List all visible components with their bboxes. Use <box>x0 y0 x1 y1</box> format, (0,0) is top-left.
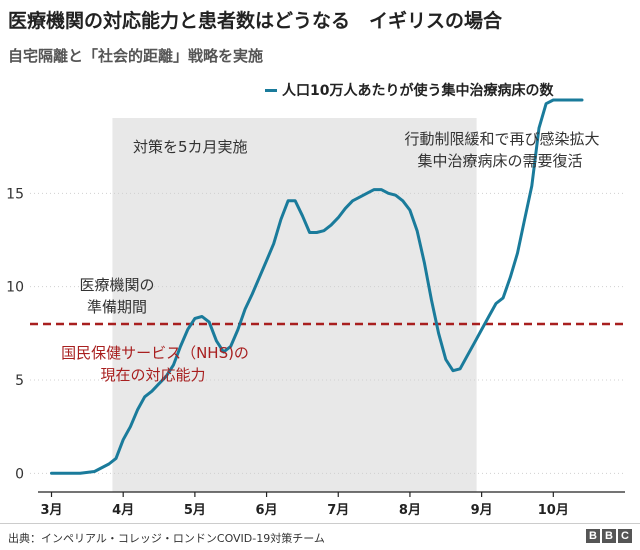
legend: 人口10万人あたりが使う集中治療病床の数 <box>265 80 553 100</box>
annotation-prep-line2: 準備期間 <box>87 298 147 316</box>
series-line <box>50 98 584 475</box>
annotation-resurgence-line1: 行動制限緩和で再び感染拡大 <box>404 130 599 148</box>
logo-letter: B <box>586 529 600 543</box>
axis-layer: 3月 4月 5月 6月 7月 8月 9月 10月 <box>38 491 625 518</box>
logo-letter: B <box>602 529 616 543</box>
capacity-label-line2: 現在の対応能力 <box>100 366 205 384</box>
annotation-prep-line1: 医療機関の <box>79 276 154 294</box>
bbc-logo: B B C <box>586 529 632 543</box>
legend-label: 人口10万人あたりが使う集中治療病床の数 <box>282 83 554 99</box>
x-tick-label: 7月 <box>327 503 349 518</box>
x-tick-label: 3月 <box>40 503 62 518</box>
shaded-region-label: 対策を5カ月実施 <box>133 138 248 156</box>
logo-letter: C <box>618 529 632 543</box>
x-tick-label: 4月 <box>112 503 134 518</box>
chart-subtitle: 自宅隔離と「社会的距離」戦略を実施 <box>8 47 264 65</box>
y-tick-label: 15 <box>6 186 24 202</box>
grid-layer: 0 5 10 15 <box>6 186 625 482</box>
source-note: 出典：インペリアル・コレッジ・ロンドンCOVID-19対策チーム <box>8 532 325 545</box>
chart-title: 医療機関の対応能力と患者数はどうなる イギリスの場合 <box>8 10 503 32</box>
capacity-label-line1: 国民保健サービス（NHS)の <box>61 344 249 362</box>
y-tick-label: 0 <box>15 466 24 482</box>
footer-divider <box>0 523 640 524</box>
x-tick-label: 6月 <box>256 503 278 518</box>
x-tick-label: 9月 <box>471 503 493 518</box>
shade-layer <box>112 118 477 492</box>
series-layer <box>50 98 584 475</box>
y-tick-label: 5 <box>15 373 24 389</box>
x-tick-label: 8月 <box>399 503 421 518</box>
x-tick-label: 10月 <box>538 503 569 518</box>
annotation-resurgence-line2: 集中治療病床の需要復活 <box>417 152 582 170</box>
y-tick-label: 10 <box>6 280 24 296</box>
x-tick-label: 5月 <box>184 503 206 518</box>
line-chart: 0 5 10 15 3月 4月 5月 6月 7月 8月 9月 10月 対策を5カ月実施医療機関の準備… <box>6 98 625 518</box>
intervention-shade <box>112 118 477 492</box>
legend-swatch <box>265 88 277 92</box>
